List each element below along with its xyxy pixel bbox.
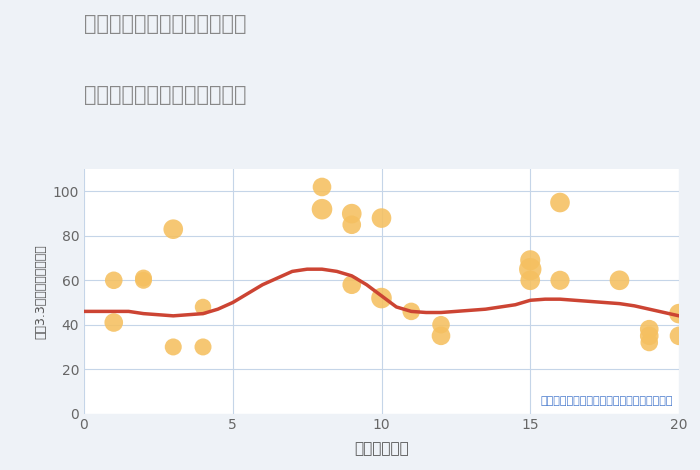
Point [168,343,179,351]
Point [525,257,536,264]
Point [346,221,357,228]
Point [197,343,209,351]
Y-axis label: 坪（3.3㎡）単価（万円）: 坪（3.3㎡）単価（万円） [34,244,47,339]
Text: 円の大きさは、取引のあった物件面積を示す: 円の大きさは、取引のあった物件面積を示す [540,396,673,406]
Point [644,325,655,333]
Point [346,281,357,289]
Point [108,319,119,326]
Point [554,199,566,206]
Point [316,205,328,213]
Point [197,303,209,311]
Point [673,310,685,317]
Point [644,339,655,346]
Point [525,266,536,273]
Point [138,274,149,282]
Point [525,276,536,284]
Point [138,276,149,284]
Point [614,276,625,284]
Point [673,332,685,340]
Point [644,332,655,340]
Point [108,276,119,284]
Point [316,183,328,191]
Point [554,276,566,284]
Point [346,210,357,218]
Point [168,226,179,233]
Point [435,321,447,329]
Point [406,308,417,315]
Text: 千葉県千葉市若葉区若松台の: 千葉県千葉市若葉区若松台の [84,14,246,34]
Point [435,332,447,340]
X-axis label: 駅距離（分）: 駅距離（分） [354,441,409,456]
Text: 駅距離別中古マンション価格: 駅距離別中古マンション価格 [84,85,246,105]
Point [376,214,387,222]
Point [376,294,387,302]
